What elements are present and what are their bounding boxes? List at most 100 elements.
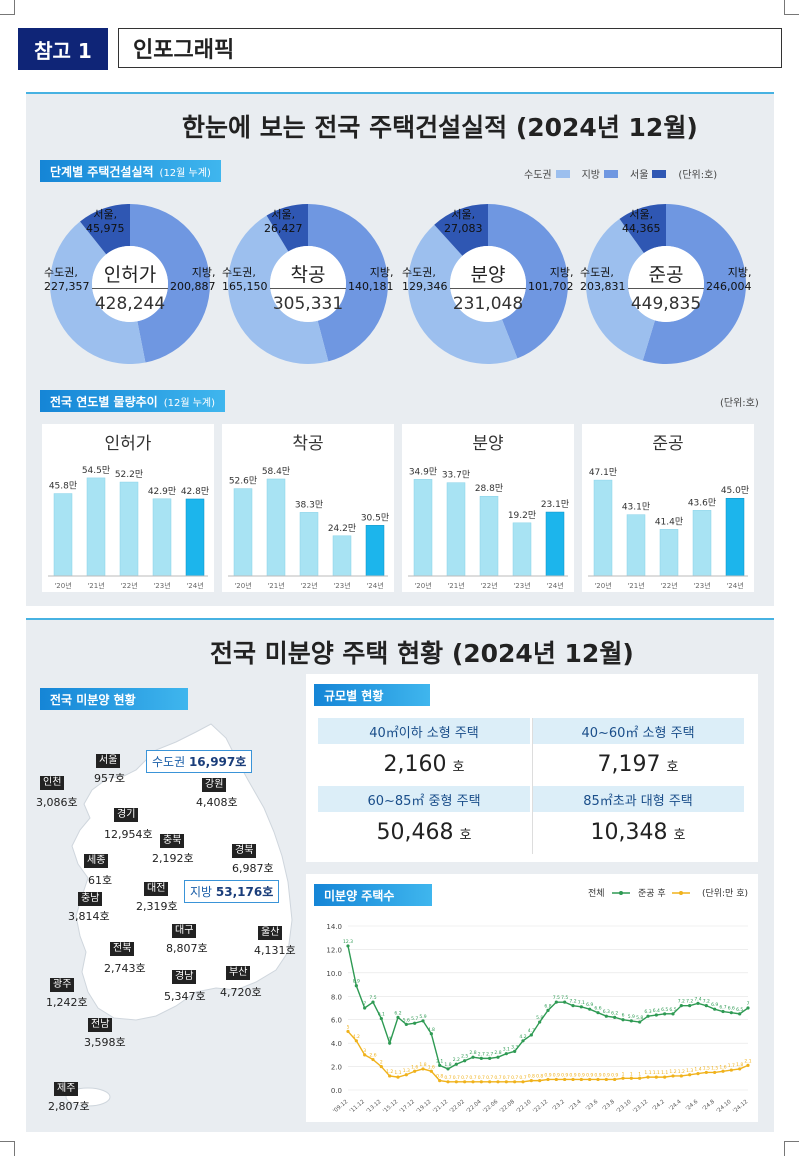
region-name-7: 충남 bbox=[78, 892, 103, 906]
x-tick-label: '23.12 bbox=[632, 1099, 649, 1115]
point-label: 7.5 bbox=[369, 995, 376, 1001]
point-label: 6.2 bbox=[611, 1010, 618, 1016]
x-tick-label: '24.6 bbox=[685, 1099, 700, 1113]
point-label: 7.5 bbox=[561, 995, 568, 1001]
y-tick-label: 10.0 bbox=[326, 970, 342, 978]
point-label: 7.2 bbox=[569, 999, 576, 1005]
bar bbox=[266, 478, 286, 577]
point-label: 6.5 bbox=[661, 1007, 668, 1013]
point-label: 7.5 bbox=[553, 995, 560, 1001]
point-label: 4.8 bbox=[428, 1027, 435, 1033]
series-point bbox=[679, 1074, 683, 1078]
seoul-value: 26,427 bbox=[264, 222, 303, 235]
series-point bbox=[671, 1074, 675, 1078]
metro-value: 203,831 bbox=[580, 280, 626, 293]
region-name-0: 서울 bbox=[96, 754, 121, 768]
x-tick-label: '22.08 bbox=[499, 1099, 516, 1115]
point-label: 1 bbox=[630, 1071, 633, 1077]
legend-swatch bbox=[652, 169, 667, 178]
point-label: 1.6 bbox=[428, 1064, 435, 1070]
series-point bbox=[471, 1055, 475, 1059]
bar-chart-card: 인허가 45.8만 '20년 54.5만 '21년 52.2만 '22년 42.9만 '23년 4… bbox=[42, 424, 214, 592]
donut-slice-metro bbox=[586, 218, 655, 361]
donut-title: 착공 bbox=[290, 264, 326, 286]
series-point bbox=[529, 1033, 533, 1037]
series-point bbox=[346, 944, 350, 948]
x-tick-label: '23.10 bbox=[616, 1099, 633, 1115]
point-label: 0.7 bbox=[503, 1075, 510, 1081]
series-point bbox=[371, 1057, 375, 1062]
point-label: 0.9 bbox=[569, 1072, 576, 1078]
line-unit-label: (단위:만 호) bbox=[702, 888, 748, 899]
bar-value-label: 24.2만 bbox=[328, 523, 356, 534]
series-point bbox=[429, 1032, 433, 1036]
point-label: 1.6 bbox=[719, 1064, 726, 1070]
point-label: 5.6 bbox=[403, 1017, 410, 1023]
bar bbox=[725, 497, 745, 577]
point-label: 1.2 bbox=[678, 1069, 685, 1075]
series-point bbox=[563, 1000, 567, 1004]
bar bbox=[626, 514, 646, 577]
corner-mark bbox=[784, 0, 799, 15]
region-value-7: 3,814호 bbox=[68, 910, 110, 923]
series-point bbox=[546, 1008, 550, 1012]
region-name-9: 대구 bbox=[172, 924, 197, 938]
region-value-3: 12,954호 bbox=[104, 828, 153, 841]
point-label: 1.8 bbox=[444, 1062, 451, 1068]
donut-local-label: 지방, 140,181 bbox=[348, 266, 394, 294]
point-label: 0.9 bbox=[603, 1072, 610, 1078]
series-point bbox=[463, 1080, 467, 1084]
x-tick-label: '22.02 bbox=[449, 1099, 466, 1115]
donut-metro-label: 수도권, 165,150 bbox=[222, 266, 268, 294]
x-tick-label: '22.10 bbox=[516, 1099, 533, 1115]
donut-total: 305,331 bbox=[272, 294, 344, 314]
point-label: 1.1 bbox=[661, 1070, 668, 1076]
seoul-text: 서울, bbox=[629, 208, 654, 221]
korea-map bbox=[65, 723, 293, 1107]
panel-title: 한눈에 보는 전국 주택건설실적 (2024년 12월) bbox=[182, 113, 698, 142]
donut-seoul-label: 서울, 27,083 bbox=[444, 208, 483, 236]
point-label: 3.1 bbox=[503, 1047, 510, 1053]
point-label: 0.7 bbox=[478, 1075, 485, 1081]
donut-slice-local bbox=[130, 204, 211, 363]
point-label: 1.5 bbox=[703, 1065, 710, 1071]
bar-value-label: 42.8만 bbox=[181, 486, 209, 497]
region-value-6: 61호 bbox=[88, 874, 113, 887]
series-point bbox=[538, 1079, 542, 1083]
point-label: 7.1 bbox=[578, 1000, 585, 1006]
line-legend-dot bbox=[679, 891, 683, 895]
point-label: 0.7 bbox=[494, 1075, 501, 1081]
series-point bbox=[521, 1080, 525, 1084]
region-value-8: 2,319호 bbox=[136, 900, 178, 913]
donut-title: 준공 bbox=[648, 264, 684, 286]
bar bbox=[413, 479, 433, 577]
point-label: 5 bbox=[347, 1024, 350, 1030]
size-category-value: 50,468 호 bbox=[318, 820, 530, 845]
donut-slice-local bbox=[308, 204, 388, 362]
series-point bbox=[479, 1080, 483, 1084]
region-value-10: 4,131호 bbox=[254, 944, 296, 957]
local-value: 200,887 bbox=[170, 280, 216, 293]
size-unit: 호 bbox=[673, 828, 686, 843]
point-label: 6.1 bbox=[378, 1012, 385, 1018]
series-point bbox=[613, 1015, 617, 1019]
point-label: 2.1 bbox=[436, 1058, 443, 1064]
series-point bbox=[596, 1011, 600, 1015]
point-label: 7.2 bbox=[703, 999, 710, 1005]
bar-value-label: 42.9만 bbox=[148, 486, 176, 497]
series-point bbox=[479, 1056, 483, 1060]
series-point bbox=[379, 1016, 383, 1021]
point-label: 5.9 bbox=[628, 1014, 635, 1020]
y-tick-label: 12.0 bbox=[326, 946, 342, 954]
size-category-value: 10,348 호 bbox=[532, 820, 744, 845]
series-point bbox=[413, 1021, 417, 1025]
point-label: 0.8 bbox=[528, 1074, 535, 1080]
point-label: 0.9 bbox=[553, 1072, 560, 1078]
local-value: 246,004 bbox=[706, 280, 752, 293]
point-label: 4.7 bbox=[528, 1028, 535, 1034]
line-legend-label: 준공 후 bbox=[638, 888, 666, 899]
point-label: 1.8 bbox=[419, 1062, 426, 1068]
donut-legend: 수도권 지방 서울 (단위:호) bbox=[524, 166, 717, 181]
point-label: 7.2 bbox=[686, 999, 693, 1005]
region-value-5: 6,987호 bbox=[232, 862, 274, 875]
